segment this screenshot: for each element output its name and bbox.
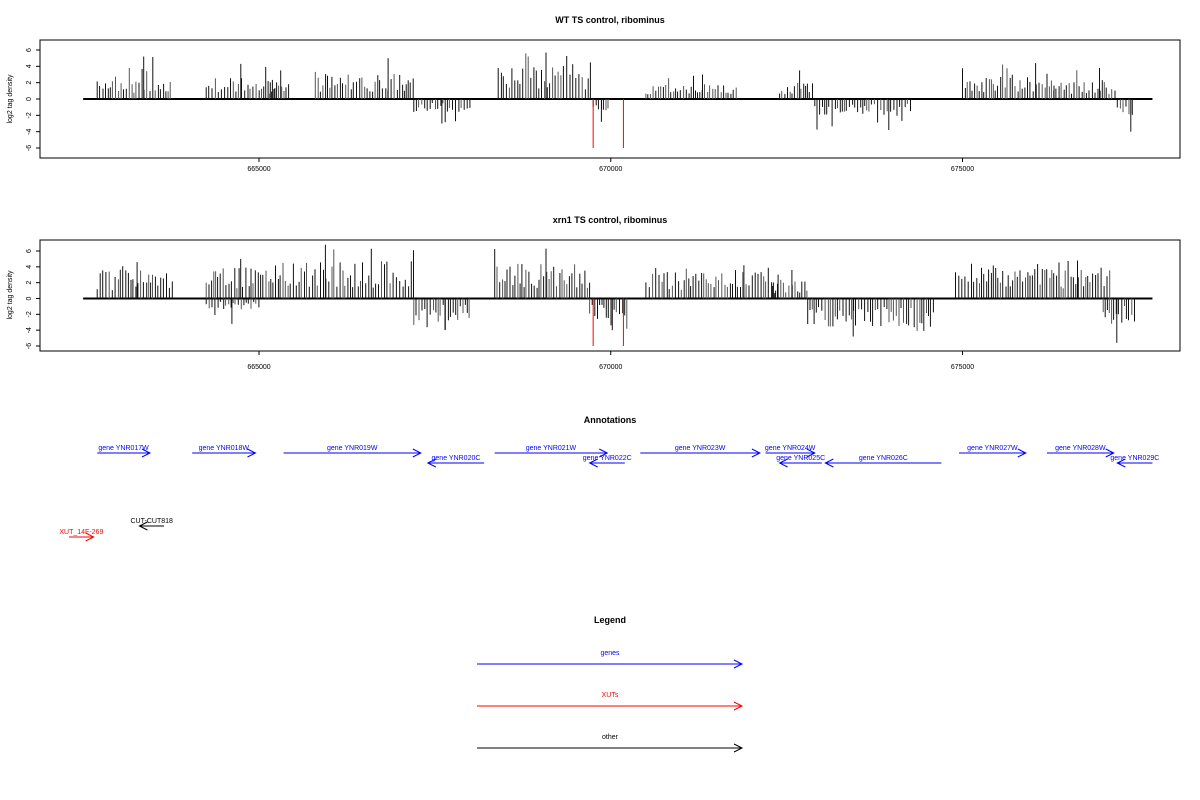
xut-arrow (69, 532, 95, 542)
gene-arrow (640, 448, 762, 458)
density-marks (83, 52, 1153, 148)
gene-arrow (97, 448, 152, 458)
y-tick-label: -4 (26, 327, 33, 333)
gene-arrow (1116, 458, 1153, 468)
gene-arrow (283, 448, 422, 458)
annotations-title: Annotations (584, 415, 637, 425)
xrn1-density-panel: xrn1 TS control, ribominus log2 tag dens… (7, 215, 1181, 371)
y-tick-label: 6 (26, 249, 33, 253)
gene-label: gene YNR021W (526, 445, 577, 452)
x-tick-label: 675000 (951, 364, 974, 371)
gene-label: gene YNR027W (967, 445, 1018, 452)
y-tick-label: 2 (26, 81, 33, 85)
y-tick-label: -4 (26, 128, 33, 134)
gene-arrow (824, 458, 942, 468)
y-tick-label: 0 (26, 97, 33, 101)
wt-density-panel: WT TS control, ribominus log2 tag densit… (7, 15, 1181, 173)
y-tick-label: -6 (26, 145, 33, 151)
x-axis: 665000 670000 675000 (247, 351, 974, 371)
gene-arrow (426, 458, 485, 468)
gene-label: gene YNR022C (583, 455, 632, 462)
gene-arrow (192, 448, 257, 458)
x-axis: 665000 670000 675000 (247, 158, 974, 173)
legend-label: genes (600, 650, 620, 657)
legend: Legend genes XUTs other (477, 615, 744, 753)
y-axis-label: log2 tag density (7, 74, 14, 124)
legend-label: other (602, 734, 619, 741)
gene-label: gene YNR025C (776, 455, 825, 462)
annotation-features: gene YNR017W gene YNR018W gene YNR019W gene… (59, 445, 1159, 542)
gene-arrow (588, 458, 625, 468)
gene-arrow (778, 458, 822, 468)
gene-label: gene YNR017W (98, 445, 149, 452)
y-tick-label: 0 (26, 296, 33, 300)
y-tick-label: 4 (26, 265, 33, 269)
y-tick-label: -2 (26, 311, 33, 317)
density-marks (83, 244, 1153, 346)
gene-label: gene YNR026C (859, 455, 908, 462)
panel-title: xrn1 TS control, ribominus (553, 215, 668, 225)
legend-title: Legend (594, 615, 626, 625)
other-label: CUT-CUT818 (131, 518, 174, 525)
gene-arrow (958, 448, 1027, 458)
gene-label: gene YNR023W (675, 445, 726, 452)
y-tick-label: -6 (26, 343, 33, 349)
gene-label: gene YNR024W (765, 445, 816, 452)
x-tick-label: 675000 (951, 166, 974, 173)
y-tick-label: 6 (26, 48, 33, 52)
gene-arrow (765, 448, 816, 458)
other-arrow (138, 521, 165, 531)
legend-arrow (477, 701, 744, 711)
gene-arrow (494, 448, 609, 458)
panel-title: WT TS control, ribominus (555, 15, 665, 25)
xut-label: XUT_14F-269 (59, 529, 103, 536)
y-axis: 6 4 2 0 -2 -4 -6 (26, 249, 40, 349)
x-tick-label: 665000 (247, 364, 270, 371)
gene-arrow (1046, 448, 1115, 458)
gene-label: gene YNR018W (199, 445, 250, 452)
annotations-track: Annotations gene YNR017W gene YNR018W gene… (59, 415, 1159, 542)
legend-arrow (477, 659, 744, 669)
y-tick-label: -2 (26, 112, 33, 118)
y-axis-label: log2 tag density (7, 270, 14, 320)
legend-arrow (477, 743, 744, 753)
y-tick-label: 4 (26, 64, 33, 68)
gene-label: gene YNR029C (1110, 455, 1159, 462)
x-tick-label: 670000 (599, 364, 622, 371)
legend-items: genes XUTs other (477, 650, 744, 753)
gene-label: gene YNR028W (1055, 445, 1106, 452)
x-tick-label: 665000 (247, 166, 270, 173)
plot-frame (39, 239, 1181, 352)
y-axis: 6 4 2 0 -2 -4 -6 (26, 48, 40, 151)
x-tick-label: 670000 (599, 166, 622, 173)
gene-label: gene YNR019W (327, 445, 378, 452)
y-tick-label: 2 (26, 281, 33, 285)
legend-label: XUTs (602, 692, 619, 699)
gene-label: gene YNR020C (432, 455, 481, 462)
